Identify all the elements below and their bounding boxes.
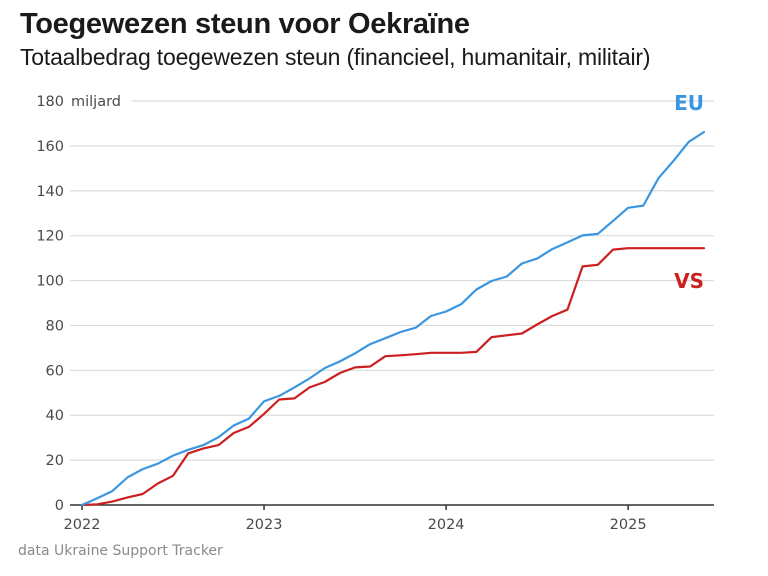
y-tick-label: 60 <box>46 363 64 379</box>
y-tick-label: 120 <box>36 229 64 245</box>
chart-subtitle: Totaalbedrag toegewezen steun (financiee… <box>20 44 651 70</box>
series-line-eu <box>80 130 706 507</box>
series-label-vs: VS <box>674 269 704 293</box>
gridlines <box>70 100 714 461</box>
y-tick-label: 180 <box>36 94 64 110</box>
series-line-vs <box>80 247 706 507</box>
x-axis: 2022 2023 2024 2025 <box>64 504 714 533</box>
series-label-eu: EU <box>674 91 704 115</box>
y-tick-label: 40 <box>46 408 64 424</box>
y-axis-ticks: 0 20 40 60 80 100 120 140 160 180 <box>36 94 64 514</box>
y-tick-label: 80 <box>46 318 64 334</box>
x-tick-label: 2025 <box>610 517 647 533</box>
series-lines <box>80 130 706 507</box>
series-labels: EU VS <box>674 91 704 293</box>
y-tick-label: 140 <box>36 184 64 200</box>
y-tick-label: 160 <box>36 139 64 155</box>
source-note: data Ukraine Support Tracker <box>18 543 223 559</box>
x-tick-label: 2023 <box>246 517 283 533</box>
x-tick-label: 2024 <box>428 517 465 533</box>
y-unit-label: miljard <box>71 94 121 110</box>
y-tick-label: 20 <box>46 453 64 469</box>
y-tick-label: 0 <box>55 498 64 514</box>
x-tick-label: 2022 <box>64 517 101 533</box>
y-tick-label: 100 <box>36 274 64 290</box>
chart-title: Toegewezen steun voor Oekraïne <box>20 8 470 40</box>
